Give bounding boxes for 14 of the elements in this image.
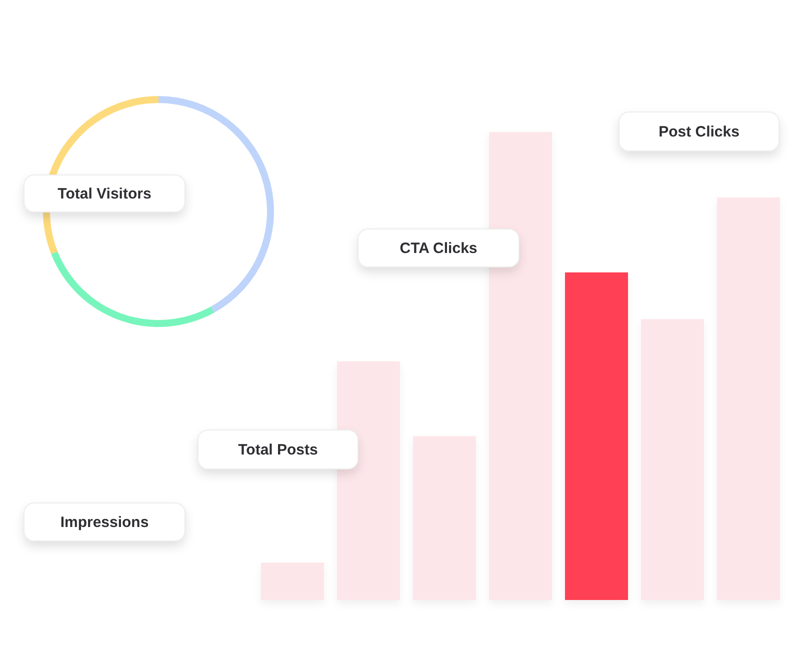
bar bbox=[337, 361, 400, 600]
donut-slice bbox=[51, 251, 214, 327]
annotation: Total Posts bbox=[238, 441, 318, 458]
annotation: CTA Clicks bbox=[400, 240, 478, 257]
bar bbox=[413, 436, 476, 600]
text: Total Visitors bbox=[58, 185, 152, 202]
bar bbox=[565, 272, 628, 600]
bar bbox=[489, 132, 552, 600]
bar bbox=[717, 198, 780, 600]
bar bbox=[261, 562, 324, 600]
annotation: Post Clicks bbox=[658, 123, 740, 140]
donut-slice bbox=[158, 96, 274, 313]
bar bbox=[641, 319, 704, 600]
text: Impressions bbox=[60, 514, 149, 531]
